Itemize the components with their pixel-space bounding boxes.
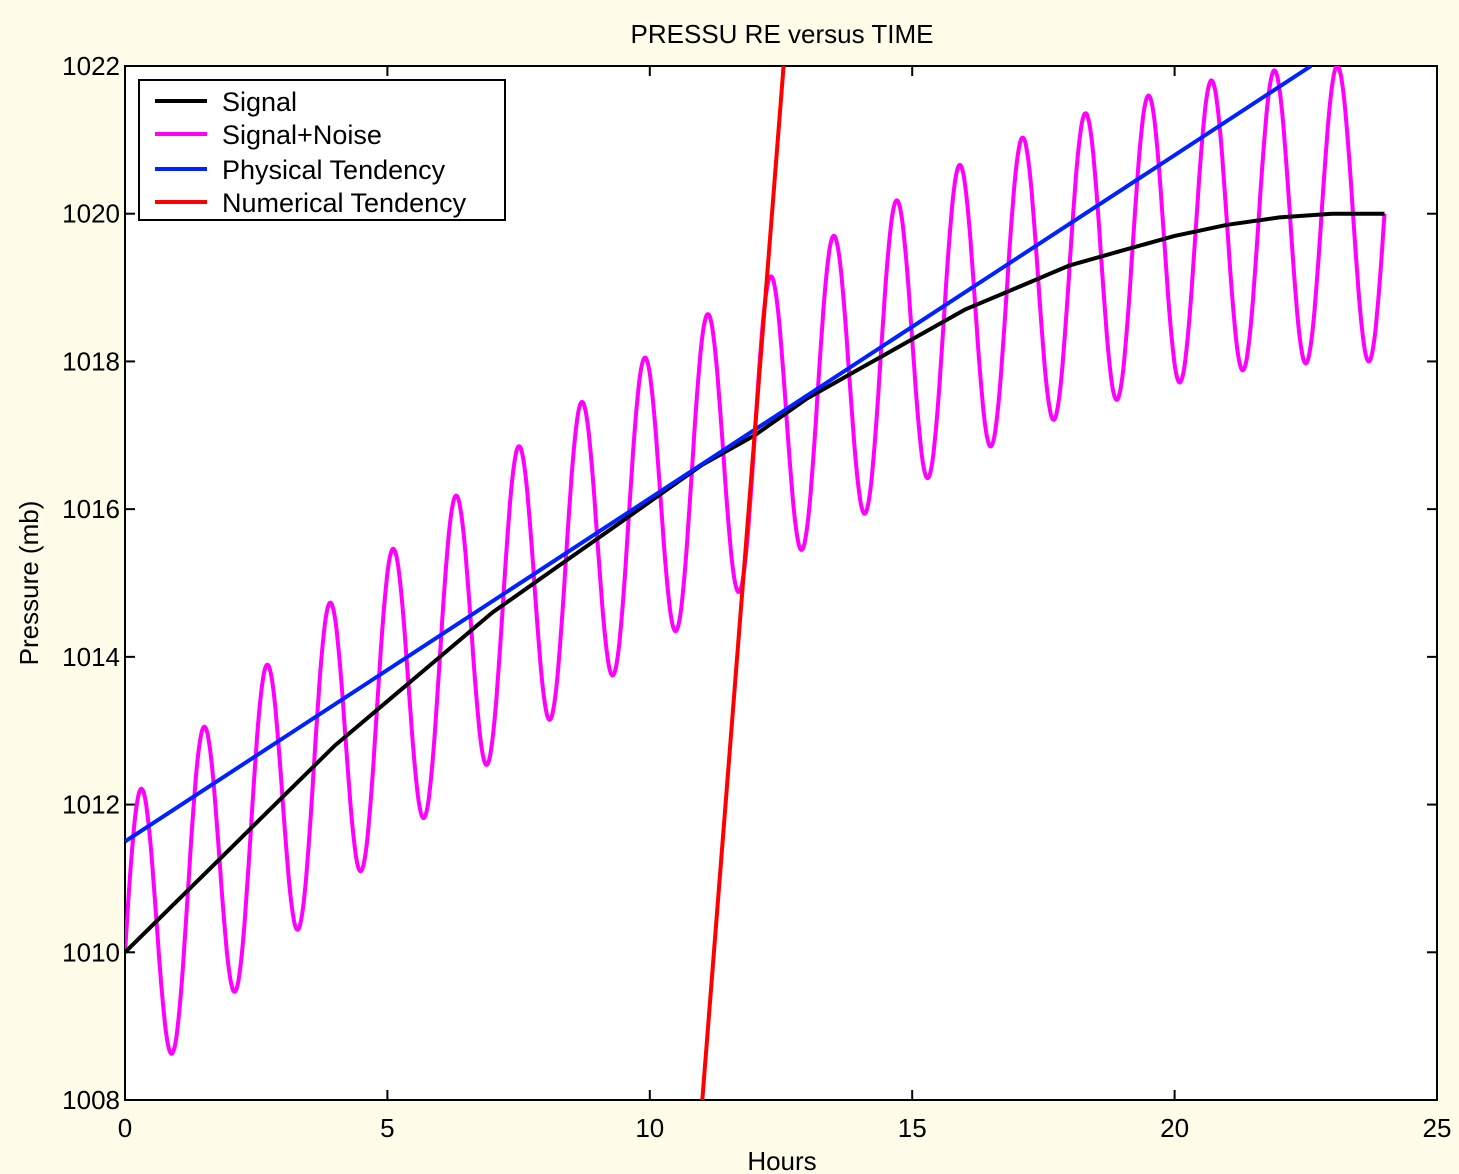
x-tick-label: 0 <box>118 1113 132 1143</box>
x-axis-label: Hours <box>747 1146 816 1174</box>
y-tick-label: 1014 <box>62 642 120 672</box>
series-physical-tendency-line <box>125 66 1313 844</box>
y-tick-label: 1008 <box>62 1085 120 1115</box>
legend: Signal Signal+Noise Physical Tendency Nu… <box>138 79 506 221</box>
y-tick-label: 1010 <box>62 937 120 967</box>
x-tick-label: 25 <box>1423 1113 1452 1143</box>
series-layer <box>125 66 1387 1100</box>
legend-label-numerical-tendency: Numerical Tendency <box>222 188 467 218</box>
y-tick-label: 1020 <box>62 199 120 229</box>
legend-box <box>138 79 506 221</box>
chart-title: PRESSU RE versus TIME <box>631 19 934 49</box>
legend-label-signal: Signal <box>222 87 297 117</box>
x-tick-label: 20 <box>1160 1113 1189 1143</box>
y-axis-label: Pressure (mb) <box>14 501 44 666</box>
legend-label-physical-tendency: Physical Tendency <box>222 155 446 185</box>
y-axis-ticks: 1008 1010 1012 1014 1016 1018 1020 1022 <box>62 51 1437 1115</box>
x-tick-label: 10 <box>635 1113 664 1143</box>
y-tick-label: 1018 <box>62 346 120 376</box>
series-numerical-tendency-line <box>700 66 786 1100</box>
legend-label-signal-noise: Signal+Noise <box>222 120 382 150</box>
x-axis-ticks: 0 5 10 15 20 25 <box>118 66 1452 1143</box>
y-tick-label: 1016 <box>62 494 120 524</box>
x-tick-label: 15 <box>898 1113 927 1143</box>
plot-area <box>124 65 1438 1101</box>
y-tick-label: 1012 <box>62 790 120 820</box>
x-tick-label: 5 <box>380 1113 394 1143</box>
y-tick-label: 1022 <box>62 51 120 81</box>
